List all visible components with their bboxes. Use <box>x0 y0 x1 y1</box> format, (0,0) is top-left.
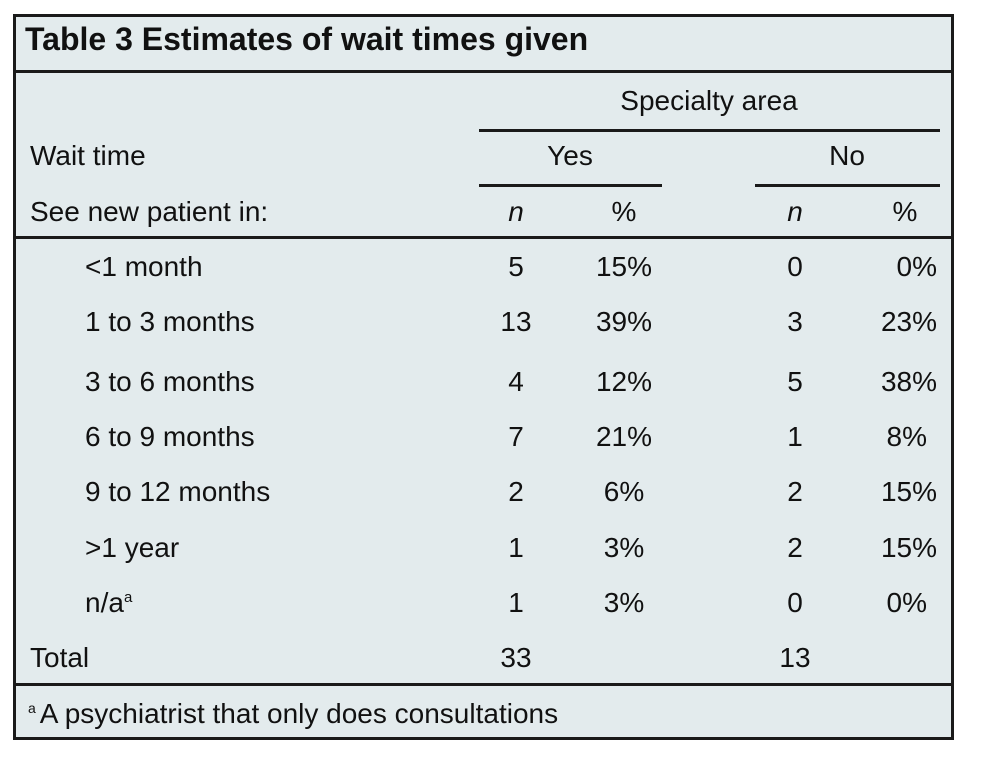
footnote-marker: a <box>28 700 36 716</box>
yes-n-cell: 13 <box>500 306 532 337</box>
no-pct-cell: 15% <box>880 476 937 507</box>
no-pct-cell: 38% <box>880 366 937 397</box>
no-pct-cell: 23% <box>880 306 937 337</box>
no-group-rule <box>755 184 940 187</box>
row-label: <1 month <box>85 251 203 282</box>
see-new-patient-header: See new patient in: <box>30 196 269 227</box>
yes-group-rule <box>479 184 662 187</box>
no-pct-cell: 0% <box>886 587 927 618</box>
no-n-cell: 3 <box>787 306 803 337</box>
yes-pct-cell: 12% <box>595 366 653 397</box>
no-n-cell: 1 <box>787 421 803 452</box>
row-label: n/aa <box>85 589 132 617</box>
footnote-marker: a <box>123 589 133 606</box>
row-label: 6 to 9 months <box>85 421 255 452</box>
no-n-cell: 0 <box>787 251 803 282</box>
no-n-cell: 0 <box>787 587 803 618</box>
yes-n-cell: 2 <box>508 476 524 507</box>
yes-n-cell: 1 <box>508 587 524 618</box>
specialty-area-header: Specialty area <box>620 85 798 116</box>
no-n-cell: 2 <box>787 532 803 563</box>
no-pct-header: % <box>892 196 918 227</box>
table-title: Table 3 Estimates of wait times given <box>25 21 589 57</box>
total-yes-n: 33 <box>500 642 532 673</box>
yes-n-cell: 5 <box>508 251 524 282</box>
yes-n-header: n <box>508 196 524 227</box>
no-pct-cell: 15% <box>880 532 937 563</box>
footnote-text: A psychiatrist that only does consultati… <box>39 698 559 729</box>
row-label: >1 year <box>85 532 180 563</box>
data-table <box>13 14 954 740</box>
yes-n-cell: 7 <box>508 421 524 452</box>
yes-pct-cell: 6% <box>603 476 645 507</box>
no-pct-cell: 8% <box>886 421 927 452</box>
yes-pct-cell: 15% <box>595 251 653 282</box>
yes-pct-cell: 3% <box>603 587 645 618</box>
row-label-text: n/a <box>85 587 124 618</box>
footnote-divider <box>13 683 954 686</box>
no-pct-cell: 0% <box>896 251 937 282</box>
title-divider <box>13 70 954 73</box>
row-label: 1 to 3 months <box>85 306 255 337</box>
wait-time-header: Wait time <box>30 140 146 171</box>
yes-pct-cell: 39% <box>595 306 653 337</box>
yes-group-header: Yes <box>547 140 593 171</box>
no-n-cell: 5 <box>787 366 803 397</box>
row-label: 9 to 12 months <box>85 476 271 507</box>
no-group-header: No <box>829 140 865 171</box>
total-no-n: 13 <box>779 642 811 673</box>
spanner-rule <box>479 129 940 132</box>
no-n-cell: 2 <box>787 476 803 507</box>
yes-pct-cell: 3% <box>603 532 645 563</box>
yes-n-cell: 1 <box>508 532 524 563</box>
yes-pct-cell: 21% <box>595 421 653 452</box>
total-label: Total <box>30 642 90 673</box>
row-label: 3 to 6 months <box>85 366 255 397</box>
no-n-header: n <box>787 196 803 227</box>
yes-pct-header: % <box>611 196 637 227</box>
yes-n-cell: 4 <box>508 366 524 397</box>
header-divider <box>13 236 954 239</box>
